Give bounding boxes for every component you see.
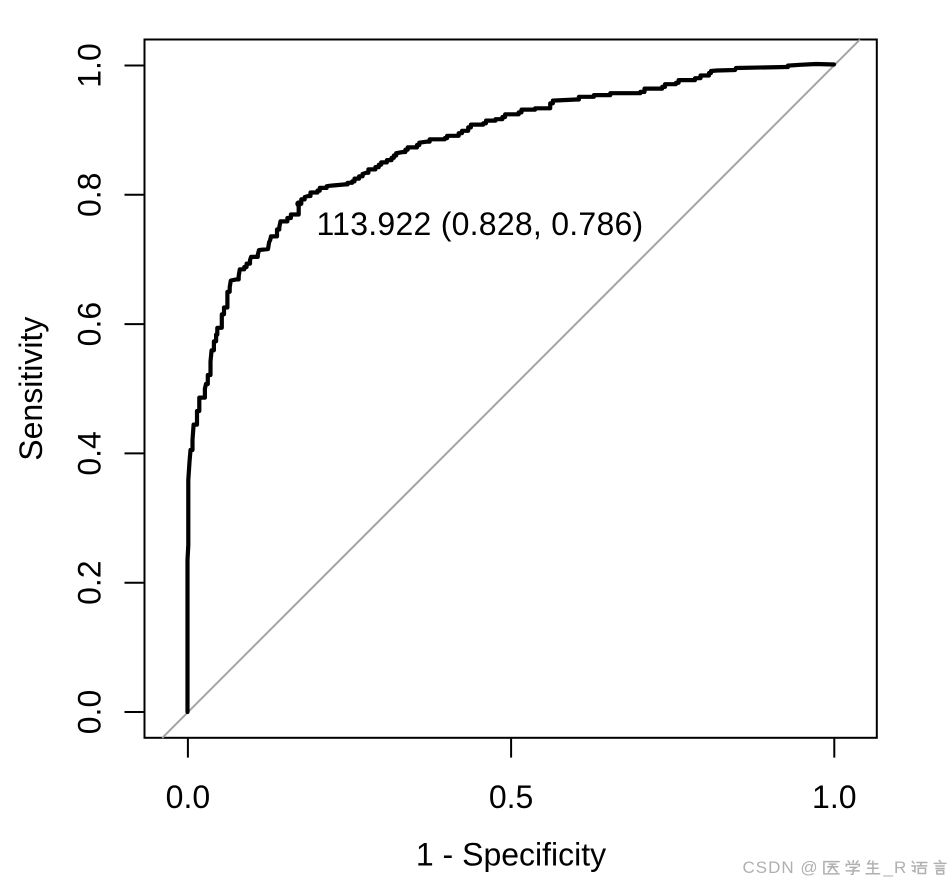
svg-text:1.0: 1.0	[812, 779, 856, 815]
svg-text:0.6: 0.6	[72, 302, 108, 346]
svg-text:0.2: 0.2	[72, 560, 108, 604]
svg-text:CSDN @: CSDN @	[743, 858, 819, 877]
svg-text:1 - Specificity: 1 - Specificity	[416, 837, 606, 873]
svg-text:0.4: 0.4	[72, 431, 108, 475]
svg-text:_R: _R	[883, 858, 908, 877]
svg-text:0.8: 0.8	[72, 173, 108, 217]
svg-text:113.922 (0.828, 0.786): 113.922 (0.828, 0.786)	[317, 206, 644, 242]
svg-text:Sensitivity: Sensitivity	[13, 317, 49, 461]
svg-text:0.0: 0.0	[72, 690, 108, 734]
svg-text:0.5: 0.5	[489, 779, 533, 815]
svg-text:CSDN @: CSDN @	[744, 859, 820, 878]
svg-text:1.0: 1.0	[72, 43, 108, 87]
svg-text:_R: _R	[884, 859, 909, 878]
svg-text:0.0: 0.0	[166, 779, 210, 815]
